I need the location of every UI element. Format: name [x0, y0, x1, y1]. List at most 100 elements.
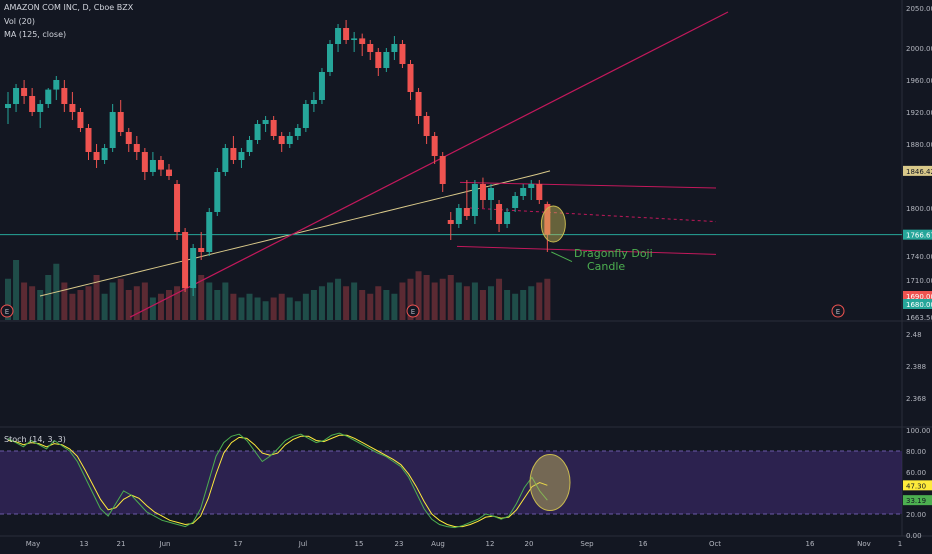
- candle-body: [278, 136, 285, 144]
- lower-tick-label: 2.48: [906, 331, 922, 339]
- candle-body: [310, 100, 317, 104]
- volume-bar: [214, 290, 221, 320]
- price-tick-label: 1960.00: [906, 77, 932, 85]
- volume-bar: [439, 278, 446, 320]
- price-tag-box: [903, 229, 932, 240]
- time-tick-label: 23: [395, 540, 404, 548]
- volume-bar: [85, 286, 92, 320]
- time-tick-label: 15: [355, 540, 364, 548]
- volume-bar: [37, 290, 44, 320]
- time-tick-label: 16: [639, 540, 648, 548]
- volume-bar: [359, 290, 366, 320]
- price-tag-label: 1846.42: [906, 168, 932, 176]
- candle-body: [383, 52, 390, 68]
- stoch-tag-label: 47.30: [906, 482, 926, 490]
- volume-bar: [13, 260, 20, 320]
- candle-body: [335, 28, 342, 44]
- time-tick-label: Oct: [709, 540, 721, 548]
- candle-body: [21, 88, 28, 96]
- stoch-tag-label: 33.19: [906, 497, 926, 505]
- candle-body: [447, 220, 454, 224]
- volume-bar: [294, 301, 301, 320]
- channel-lower-line: [456, 245, 717, 255]
- annotation-pointer: [551, 251, 573, 263]
- volume-legend[interactable]: Vol (20): [4, 17, 35, 26]
- candle-body: [479, 184, 486, 200]
- volume-bar: [174, 286, 181, 320]
- candle-body: [439, 156, 446, 184]
- volume-bar: [5, 278, 11, 320]
- candle-body: [149, 160, 156, 172]
- volume-bar: [471, 282, 478, 320]
- symbol-legend[interactable]: AMAZON COM INC, D, Cboe BZX: [4, 3, 134, 12]
- volume-bar: [101, 293, 108, 320]
- candle-body: [407, 64, 414, 92]
- candle-body: [109, 112, 116, 148]
- volume-bar: [399, 282, 406, 320]
- candle-body: [520, 188, 527, 196]
- candle-body: [141, 152, 148, 172]
- volume-bar: [415, 271, 422, 320]
- candle-body: [238, 152, 245, 160]
- volume-bar: [423, 275, 430, 320]
- volume-bar: [367, 293, 374, 320]
- candle-body: [93, 152, 100, 160]
- candle-body: [45, 89, 52, 104]
- candle-body: [294, 128, 301, 136]
- earnings-marker-label: E: [5, 308, 9, 316]
- stoch-band: [0, 451, 902, 514]
- price-tick-label: 2050.00: [906, 5, 932, 13]
- channel-midline: [469, 207, 717, 223]
- volume-bar: [246, 293, 253, 320]
- candle-body: [37, 104, 44, 112]
- candle-body: [512, 196, 519, 208]
- candle-body: [504, 212, 511, 224]
- time-tick-label: Sep: [580, 540, 594, 548]
- volume-bar: [45, 275, 52, 320]
- volume-bar: [230, 293, 237, 320]
- candle-body: [101, 148, 108, 160]
- candle-body: [359, 38, 366, 44]
- stoch-tick-label: 20.00: [906, 511, 926, 519]
- volume-bar: [238, 297, 245, 320]
- volume-bar: [335, 278, 342, 320]
- candle-body: [351, 38, 358, 40]
- candle-body: [391, 44, 398, 52]
- volume-bar: [544, 278, 551, 320]
- candle-body: [270, 120, 277, 136]
- time-tick-label: 12: [486, 540, 495, 548]
- candle-body: [496, 204, 503, 224]
- channel-upper-line: [459, 181, 717, 189]
- volume-bar: [61, 282, 68, 320]
- candle-body: [544, 204, 551, 235]
- volume-bar: [278, 293, 285, 320]
- volume-bar: [141, 282, 148, 320]
- volume-bar: [286, 297, 293, 320]
- candle-body: [463, 208, 470, 216]
- stoch-legend[interactable]: Stoch (14, 3, 3): [4, 435, 66, 444]
- candle-body: [117, 112, 124, 132]
- volume-bar: [222, 282, 229, 320]
- volume-bar: [302, 293, 309, 320]
- price-tick-label: 1710.00: [906, 277, 932, 285]
- candle-body: [415, 92, 422, 116]
- candle-body: [69, 104, 76, 112]
- volume-bar: [504, 290, 511, 320]
- time-tick-label: 20: [525, 540, 534, 548]
- earnings-marker-label: E: [411, 308, 415, 316]
- volume-bar: [310, 290, 317, 320]
- volume-bar: [133, 286, 140, 320]
- candle-body: [455, 208, 462, 224]
- candle-body: [174, 184, 181, 232]
- candle-body: [536, 184, 543, 200]
- candle-body: [77, 112, 84, 128]
- volume-bar: [447, 275, 454, 320]
- candle-body: [157, 160, 164, 170]
- candle-body: [230, 148, 237, 160]
- time-tick-label: May: [26, 540, 40, 548]
- candle-body: [206, 212, 213, 252]
- volume-bar: [375, 286, 382, 320]
- ma-legend[interactable]: MA (125, close): [4, 30, 67, 39]
